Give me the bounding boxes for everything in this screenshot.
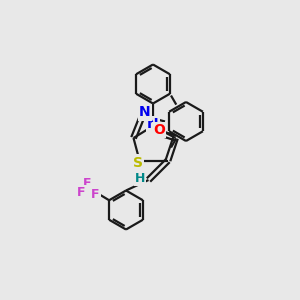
- Text: N: N: [139, 106, 151, 119]
- Text: S: S: [133, 156, 143, 170]
- Text: F: F: [83, 177, 92, 190]
- Text: H: H: [135, 172, 145, 185]
- Text: N: N: [147, 117, 159, 131]
- Text: F: F: [92, 188, 100, 201]
- Text: F: F: [77, 186, 86, 199]
- Text: O: O: [153, 123, 165, 137]
